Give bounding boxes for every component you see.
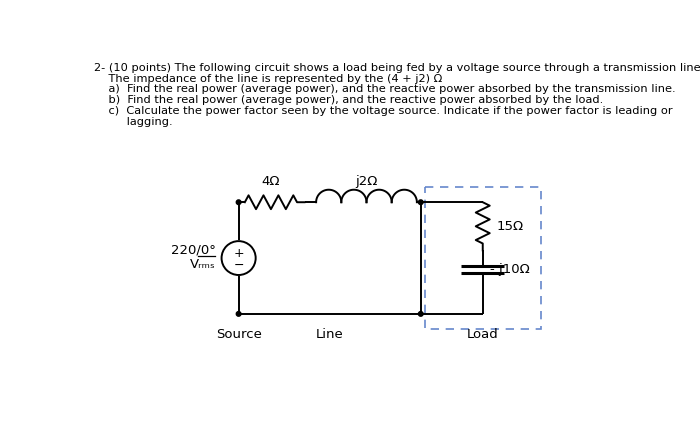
Text: 4Ω: 4Ω — [262, 175, 280, 188]
Text: lagging.: lagging. — [94, 117, 172, 127]
Text: The impedance of the line is represented by the (4 + j2) Ω: The impedance of the line is represented… — [94, 74, 442, 84]
Circle shape — [419, 312, 423, 316]
Text: 15Ω: 15Ω — [497, 220, 524, 233]
Text: b)  Find the real power (average power), and the reactive power absorbed by the : b) Find the real power (average power), … — [94, 95, 603, 105]
Text: 2- (10 points) The following circuit shows a load being fed by a voltage source : 2- (10 points) The following circuit sho… — [94, 63, 700, 73]
Circle shape — [237, 312, 241, 316]
Text: +: + — [233, 247, 244, 260]
Text: Line: Line — [316, 328, 344, 341]
Circle shape — [237, 200, 241, 204]
Text: −: − — [233, 259, 244, 272]
Text: a)  Find the real power (average power), and the reactive power absorbed by the : a) Find the real power (average power), … — [94, 85, 676, 95]
Text: c)  Calculate the power factor seen by the voltage source. Indicate if the power: c) Calculate the power factor seen by th… — [94, 106, 672, 116]
Circle shape — [419, 200, 423, 204]
Bar — [425, 187, 541, 329]
Text: Vᵣₘₛ: Vᵣₘₛ — [190, 258, 216, 271]
Text: Source: Source — [216, 328, 262, 341]
Text: 220/0°: 220/0° — [171, 244, 216, 257]
Text: j2Ω: j2Ω — [356, 175, 378, 188]
Text: Load: Load — [467, 328, 498, 341]
Text: - j10Ω: - j10Ω — [491, 263, 531, 276]
